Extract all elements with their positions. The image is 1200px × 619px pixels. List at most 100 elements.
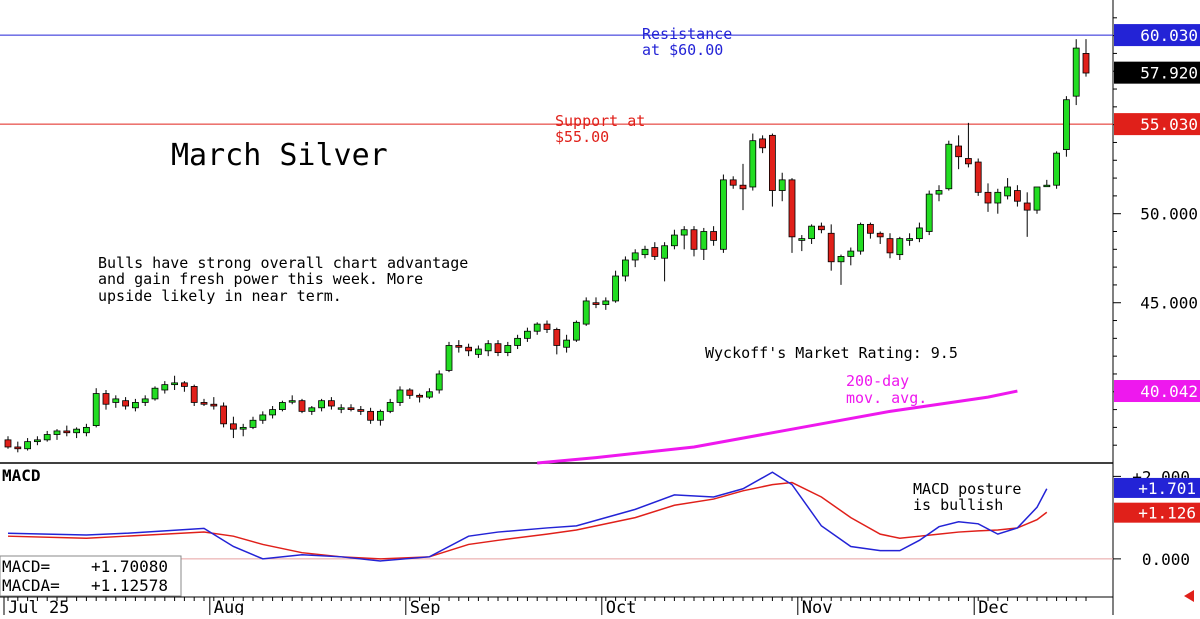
candle [229,416,237,439]
price-badges: 60.030 57.920 55.030 40.042 +1.701 +1.126 [1114,24,1200,523]
candle [34,436,41,446]
date-tick-label: Aug [214,598,245,615]
macd-series-line [7,481,1048,560]
candle [357,406,365,415]
candle [43,430,51,442]
candle [906,233,913,246]
date-tick-label: Oct [606,598,637,615]
price-tick-label: 50.000 [1140,205,1198,224]
candle [406,388,414,399]
candle [857,222,864,255]
macd-title: MACD [2,466,41,485]
candle [259,411,267,424]
price-axis-ticks: 50.000 45.000 [1113,17,1198,446]
market-rating: Wyckoff's Market Rating: 9.5 [705,344,958,362]
candle [83,423,90,437]
svg-text:55.030: 55.030 [1140,115,1198,134]
candle [73,427,80,439]
candle [249,416,257,430]
candle [916,222,923,243]
candle [720,174,727,253]
svg-text:60.030: 60.030 [1140,26,1198,45]
candle [102,389,110,410]
candle [1014,185,1021,207]
price-tick-label: 45.000 [1140,294,1198,313]
candle [582,297,590,326]
candle [671,229,678,250]
candle [729,176,737,189]
candle [837,254,845,285]
candle [700,227,708,260]
candle [818,222,825,234]
svg-text:+1.701: +1.701 [1138,479,1196,498]
svg-text:57.920: 57.920 [1140,64,1198,83]
candle [376,409,384,426]
resistance-note-line-1: Resistance [642,25,732,43]
candle [690,226,698,257]
candle [190,384,198,407]
candle [876,231,884,244]
candle [200,398,208,407]
candle [886,233,894,259]
candle [92,388,100,428]
date-tick-label: Nov [802,598,833,615]
candle [651,242,659,260]
macd-note-line-2: is bullish [913,496,1003,514]
candle [445,341,453,373]
ma-price-badge: 40.042 [1114,380,1200,403]
date-tick-label: Sep [410,598,441,615]
moving-average-layer [537,389,1018,465]
candle [416,393,424,403]
macda-legend-value: +1.12578 [91,576,168,595]
candle [131,398,139,412]
candle [533,322,541,335]
support-note-line-1: Support at [555,112,645,130]
candlestick-series [4,39,1090,453]
macd-legend-label: MACD= [2,557,50,576]
candle [592,297,600,309]
candle [935,185,943,202]
resistance-note-line-2: at $60.00 [642,41,723,59]
candle [1023,192,1031,237]
candle [641,245,649,259]
candle [171,375,179,390]
candle [984,183,992,212]
candle [680,226,688,250]
candle [53,429,61,440]
candle [239,423,247,437]
candle [210,397,218,410]
candle [141,395,149,407]
candle [553,327,561,355]
candle [504,341,512,357]
candle [602,297,610,310]
candle [337,404,345,414]
candle [524,327,531,342]
commentary-line-2: and gain fresh power this week. More [98,270,423,288]
candle [1063,96,1070,157]
candle [867,222,874,239]
ma-note-line-2: mov. avg. [846,389,927,407]
support-resistance-lines [0,34,1113,125]
candle [622,256,629,282]
candle [269,406,277,419]
candle [180,381,188,392]
macda-value-badge: +1.126 [1114,502,1200,523]
candle [386,398,394,414]
candle [318,398,326,412]
candle [151,386,159,401]
chart-title: March Silver [171,138,388,173]
candle [396,386,404,407]
scroll-left-arrow-icon[interactable] [1184,590,1194,602]
candle [965,122,972,168]
macd-note-line-1: MACD posture [913,480,1021,498]
candle [788,178,796,253]
candle [798,235,806,252]
macda-legend-label: MACDA= [2,576,60,595]
commentary-line-3: upside likely in near term. [98,287,342,305]
resistance-price-badge: 60.030 [1114,24,1200,47]
moving-average-line [537,389,1018,465]
candle [563,334,570,353]
support-note-line-2: $55.00 [555,128,609,146]
candle [24,438,32,451]
